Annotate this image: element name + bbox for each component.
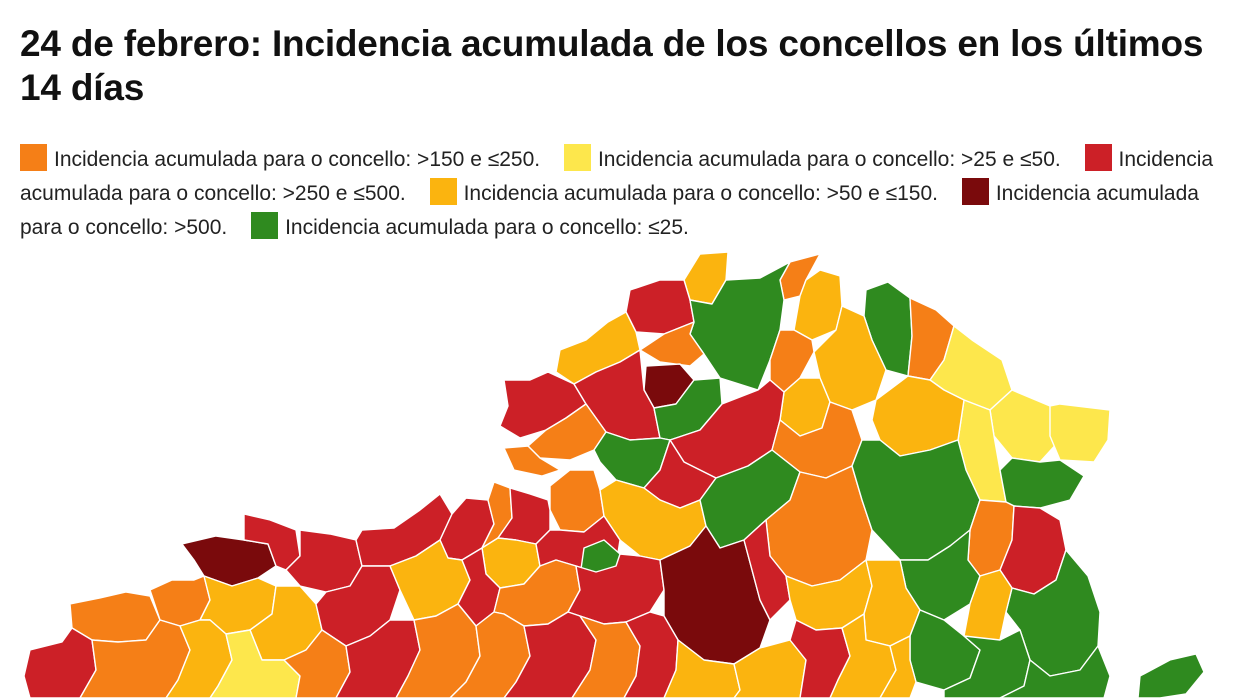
map-svg	[23, 251, 1205, 698]
map-title: 24 de febrero: Incidencia acumulada de l…	[20, 23, 1204, 108]
municipality[interactable]	[639, 321, 705, 367]
legend-swatch	[251, 212, 279, 239]
municipality[interactable]	[999, 645, 1111, 698]
map-legend: Incidencia acumulada para o concello: >1…	[20, 143, 1232, 245]
municipality[interactable]	[1137, 653, 1205, 698]
municipality[interactable]	[503, 445, 561, 477]
municipality[interactable]	[181, 535, 277, 587]
municipality[interactable]	[999, 457, 1085, 509]
choropleth-map	[0, 240, 1248, 698]
legend-item-250-500: Incidencia acumulada para o concello: >2…	[20, 144, 1214, 205]
legend-item-le25: Incidencia acumulada para o concello: ≤2…	[251, 212, 689, 239]
legend-swatch	[961, 178, 989, 205]
legend-item-500plus: Incidencia acumulada para o concello: >5…	[20, 178, 1199, 239]
legend-swatch	[1084, 144, 1112, 171]
legend-item-150-250: Incidencia acumulada para o concello: >1…	[20, 144, 541, 171]
legend-swatch	[20, 144, 47, 171]
legend-label: Incidencia acumulada para o concello: >5…	[20, 182, 1199, 239]
municipality[interactable]	[879, 635, 917, 698]
legend-label: Incidencia acumulada para o concello: >1…	[54, 148, 541, 171]
legend-item-25-50: Incidencia acumulada para o concello: >2…	[563, 144, 1061, 171]
legend-item-50-150: Incidencia acumulada para o concello: >5…	[429, 178, 938, 205]
municipality[interactable]	[943, 629, 1031, 698]
legend-label: Incidencia acumulada para o concello: >5…	[463, 182, 938, 205]
legend-label: Incidencia acumulada para o concello: >2…	[597, 148, 1061, 171]
legend-label: Incidencia acumulada para o concello: >2…	[20, 148, 1214, 205]
legend-label: Incidencia acumulada para o concello: ≤2…	[285, 216, 689, 239]
legend-swatch	[429, 178, 457, 205]
legend-swatch	[563, 144, 591, 171]
municipality[interactable]	[1049, 403, 1111, 463]
